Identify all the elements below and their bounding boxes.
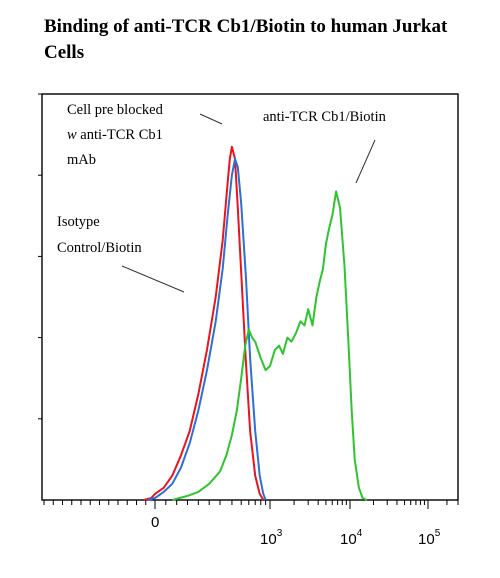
isotype-label-line2: Control/Biotin (57, 240, 142, 256)
isotype-pointer (121, 265, 185, 293)
anti-pointer (355, 139, 376, 184)
preblocked-label-line2: w anti-TCR Cb1 (67, 127, 163, 143)
preblocked-label-line1: Cell pre blocked (67, 102, 164, 118)
preblocked-label-line3: mAb (67, 152, 96, 168)
chart-title: Binding of anti-TCR Cb1/Biotin to human … (44, 16, 448, 63)
series-line-2 (172, 190, 368, 501)
x-tick-label: 104 (340, 528, 363, 548)
isotype-label-line1: Isotype (57, 214, 100, 230)
preblocked-w: w (67, 127, 77, 143)
series-line-0 (143, 145, 265, 501)
y-axis-ticks (38, 93, 42, 420)
series-layer (143, 145, 368, 501)
x-axis-ticks: 0 103 104 105 (43, 500, 459, 548)
plot-frame (41, 93, 459, 501)
preblocked-rest: anti-TCR Cb1 (77, 127, 163, 143)
anti-tcr-label: anti-TCR Cb1/Biotin (263, 109, 387, 125)
series-line-1 (147, 158, 267, 501)
x-tick-label: 103 (260, 528, 283, 548)
preblocked-pointer (199, 113, 223, 125)
x-tick-label: 0 (151, 514, 159, 531)
x-tick-label: 105 (418, 528, 441, 548)
